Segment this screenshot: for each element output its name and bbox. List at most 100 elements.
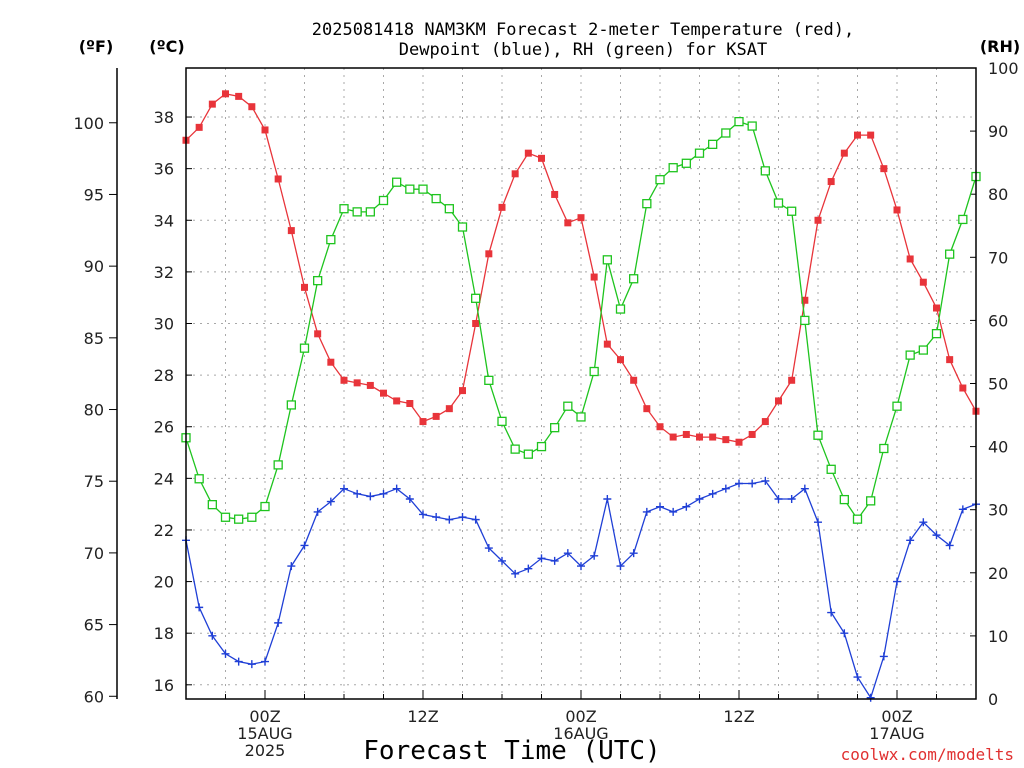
data-point [906, 536, 915, 545]
data-point [879, 652, 888, 661]
data-point [826, 464, 836, 474]
time-tick-label: 00Z [565, 707, 596, 726]
data-point [393, 397, 401, 405]
data-point [405, 184, 415, 194]
time-tick-label: 00Z [881, 707, 912, 726]
celsius-tick-label: 32 [154, 263, 174, 282]
data-point [524, 149, 532, 157]
data-point [669, 433, 677, 441]
data-point [709, 433, 717, 441]
data-point [616, 562, 625, 571]
data-point [458, 513, 467, 522]
data-point [511, 569, 520, 578]
data-point [696, 433, 703, 441]
celsius-tick-label: 18 [154, 624, 174, 643]
data-point [366, 381, 374, 389]
rh-tick-label: 30 [988, 501, 1008, 520]
data-point [576, 412, 586, 422]
data-point [656, 502, 664, 511]
data-point [339, 204, 349, 214]
data-point [629, 274, 639, 284]
data-point [945, 541, 954, 550]
data-point [946, 356, 954, 364]
data-point [353, 379, 361, 387]
data-point [880, 165, 888, 173]
data-point [655, 175, 665, 185]
data-point [932, 531, 941, 540]
chart-title-line1: 2025081418 NAM3KM Forecast 2-meter Tempe… [312, 20, 854, 40]
data-point [340, 376, 348, 384]
data-point [854, 131, 861, 139]
data-point [326, 497, 335, 506]
data-point [761, 418, 769, 426]
rh-tick-label: 80 [988, 185, 1008, 204]
data-point [261, 657, 269, 666]
data-point [840, 149, 848, 157]
fahrenheit-unit-label: (ºF) [79, 37, 114, 56]
data-point [247, 512, 257, 522]
rh-tick-label: 40 [988, 438, 1008, 457]
data-point [234, 514, 244, 524]
data-point [708, 489, 717, 498]
data-point [550, 556, 559, 565]
data-point [760, 166, 770, 176]
rh-tick-label: 90 [988, 122, 1008, 141]
rh-tick-label: 10 [988, 627, 1008, 646]
data-point [735, 479, 743, 488]
data-point [958, 505, 967, 514]
data-point [643, 405, 651, 413]
data-point [840, 629, 849, 638]
celsius-tick-label: 36 [154, 160, 174, 179]
data-point [603, 494, 612, 503]
data-point [959, 384, 967, 392]
data-point [352, 207, 362, 217]
grid-lines [186, 68, 976, 699]
data-point [814, 216, 822, 224]
data-point [682, 502, 691, 511]
data-point [630, 376, 638, 384]
data-point [260, 501, 270, 512]
data-point [905, 350, 915, 360]
data-point [247, 660, 256, 669]
x-axis-title: Forecast Time (UTC) [363, 736, 660, 766]
data-point [274, 175, 282, 183]
data-point [457, 222, 468, 232]
fahrenheit-tick-label: 70 [84, 544, 104, 563]
fahrenheit-tick-label: 75 [84, 472, 104, 491]
time-tick-label: 00Z [249, 707, 280, 726]
data-point [866, 693, 875, 702]
data-point [577, 214, 585, 222]
data-point [208, 631, 217, 640]
data-point [523, 449, 533, 459]
data-point [406, 400, 414, 408]
data-point [459, 387, 466, 395]
data-point [801, 296, 809, 304]
data-point [537, 554, 546, 563]
chart-title-line2: Dewpoint (blue), RH (green) for KSAT [399, 40, 767, 60]
time-tick-label: 16AUG [553, 724, 608, 743]
data-point [774, 494, 783, 503]
data-point [524, 564, 533, 573]
data-point [313, 507, 322, 516]
data-point [656, 423, 664, 431]
data-point [800, 315, 810, 326]
data-point [589, 366, 599, 377]
fahrenheit-axis: 60 65 70 75 80 85 90 95 100 [73, 68, 118, 706]
data-point [748, 430, 756, 438]
data-point [893, 206, 901, 214]
data-point [340, 484, 348, 493]
data-point [313, 275, 323, 286]
data-point [722, 436, 730, 444]
time-tick-label: 17AUG [869, 724, 924, 743]
data-point [445, 405, 453, 413]
data-point [694, 148, 705, 158]
fahrenheit-tick-label: 100 [73, 114, 104, 133]
data-point [590, 273, 598, 281]
celsius-tick-label: 24 [154, 469, 174, 488]
time-tick-label: 2025 [245, 741, 286, 760]
data-point [536, 441, 547, 452]
data-point [919, 278, 927, 286]
celsius-tick-label: 30 [154, 314, 174, 333]
data-point [919, 518, 928, 527]
